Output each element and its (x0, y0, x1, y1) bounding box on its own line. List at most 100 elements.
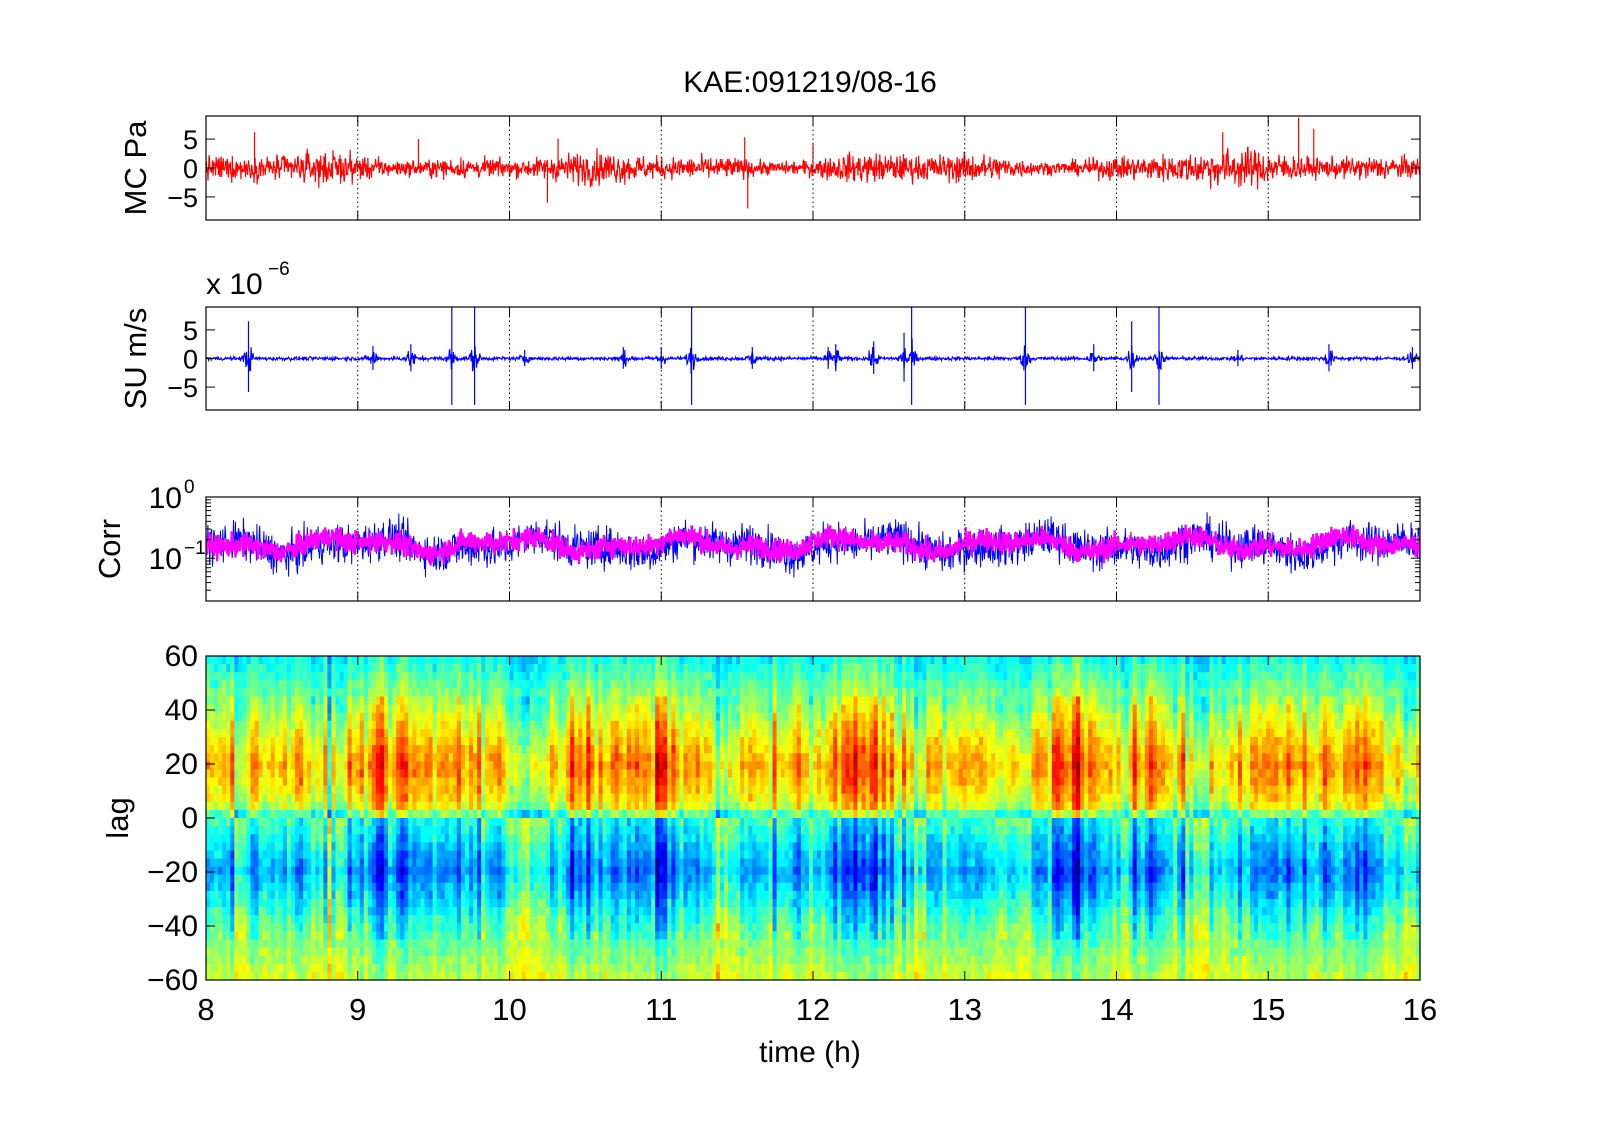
heatmap-cell (392, 955, 397, 965)
heatmap-cell (537, 696, 543, 706)
heatmap-cell (460, 874, 466, 884)
heatmap-cell (295, 777, 300, 787)
heatmap-cell (355, 672, 361, 681)
heatmap-cell (404, 664, 409, 673)
heatmap-cell (254, 777, 260, 787)
heatmap-cell (509, 656, 515, 665)
heatmap-cell (634, 745, 640, 754)
heatmap-cell (683, 696, 689, 706)
heatmap-cell (545, 753, 551, 762)
heatmap-cell (274, 753, 280, 762)
heatmap-cell (582, 793, 587, 803)
heatmap-cell (505, 931, 511, 941)
heatmap-cell (679, 793, 685, 803)
heatmap-cell (319, 801, 324, 811)
heatmap-cell (343, 931, 349, 941)
heatmap-cell (485, 793, 490, 803)
heatmap-cell (513, 777, 519, 787)
heatmap-cell (659, 793, 664, 803)
heatmap-cell (432, 801, 438, 811)
heatmap-cell (412, 882, 418, 892)
heatmap-cell (420, 761, 426, 770)
heatmap-cell (630, 834, 636, 843)
heatmap-cell (667, 923, 672, 932)
heatmap-cell (355, 915, 361, 924)
heatmap-cell (485, 907, 490, 916)
heatmap-cell (222, 664, 227, 673)
heatmap-cell (456, 931, 462, 941)
heatmap-cell (347, 890, 353, 900)
heatmap-cell (683, 761, 689, 770)
heatmap-cell (687, 874, 693, 884)
heatmap-cell (266, 809, 272, 819)
heatmap-cell (541, 947, 547, 957)
heatmap-cell (290, 753, 296, 762)
heatmap-cell (618, 939, 624, 949)
heatmap-cell (598, 656, 604, 665)
heatmap-cell (234, 720, 239, 730)
heatmap-cell (655, 680, 660, 689)
heatmap-cell (509, 777, 515, 787)
heatmap-cell (481, 947, 486, 957)
heatmap-cell (485, 761, 490, 770)
heatmap-cell (594, 874, 600, 884)
heatmap-cell (460, 720, 466, 730)
heatmap-cell (384, 809, 389, 819)
heatmap-cell (529, 737, 535, 746)
heatmap-cell (598, 712, 604, 722)
heatmap-cell (671, 688, 677, 698)
heatmap-cell (618, 664, 624, 673)
heatmap-cell (363, 890, 369, 900)
heatmap-cell (396, 688, 401, 698)
heatmap-cell (371, 777, 377, 787)
heatmap-cell (319, 915, 324, 924)
heatmap-cell (396, 947, 401, 957)
heatmap-cell (367, 793, 373, 803)
heatmap-cell (270, 947, 276, 957)
heatmap-cell (218, 939, 223, 949)
heatmap-cell (509, 818, 515, 827)
heatmap-cell (533, 753, 539, 762)
heatmap-cell (497, 745, 503, 754)
heatmap-cell (286, 712, 292, 722)
heatmap-cell (400, 745, 405, 754)
heatmap-cell (687, 753, 693, 762)
heatmap-cell (659, 809, 664, 819)
heatmap-cell (501, 915, 507, 924)
heatmap-cell (477, 882, 482, 892)
heatmap-cell (335, 818, 341, 827)
heatmap-cell (440, 890, 446, 900)
heatmap-cell (460, 963, 466, 973)
heatmap-cell (286, 971, 292, 981)
heatmap-cell (299, 874, 304, 884)
heatmap-cell (299, 761, 304, 770)
heatmap-cell (586, 947, 592, 957)
heatmap-cell (299, 955, 304, 965)
heatmap-cell (562, 882, 567, 892)
heatmap-cell (396, 737, 401, 746)
heatmap-cell (687, 955, 693, 965)
heatmap-cell (683, 915, 689, 924)
heatmap-cell (562, 720, 567, 730)
heatmap-cell (218, 704, 223, 714)
heatmap-cell (460, 818, 466, 827)
heatmap-cell (578, 801, 583, 811)
heatmap-cell (594, 728, 600, 738)
heatmap-cell (351, 777, 357, 787)
heatmap-cell (274, 777, 280, 787)
heatmap-cell (258, 801, 264, 811)
heatmap-cell (214, 826, 219, 835)
heatmap-cell (230, 947, 235, 957)
heatmap-cell (598, 728, 604, 738)
heatmap-cell (630, 971, 636, 981)
heatmap-cell (558, 931, 563, 941)
heatmap-cell (578, 720, 583, 730)
heatmap-cell (671, 777, 677, 787)
heatmap-cell (270, 882, 276, 892)
heatmap-cell (234, 890, 239, 900)
heatmap-cell (663, 801, 668, 811)
heatmap-cell (651, 866, 656, 876)
heatmap-cell (375, 866, 381, 876)
heatmap-cell (570, 890, 575, 900)
